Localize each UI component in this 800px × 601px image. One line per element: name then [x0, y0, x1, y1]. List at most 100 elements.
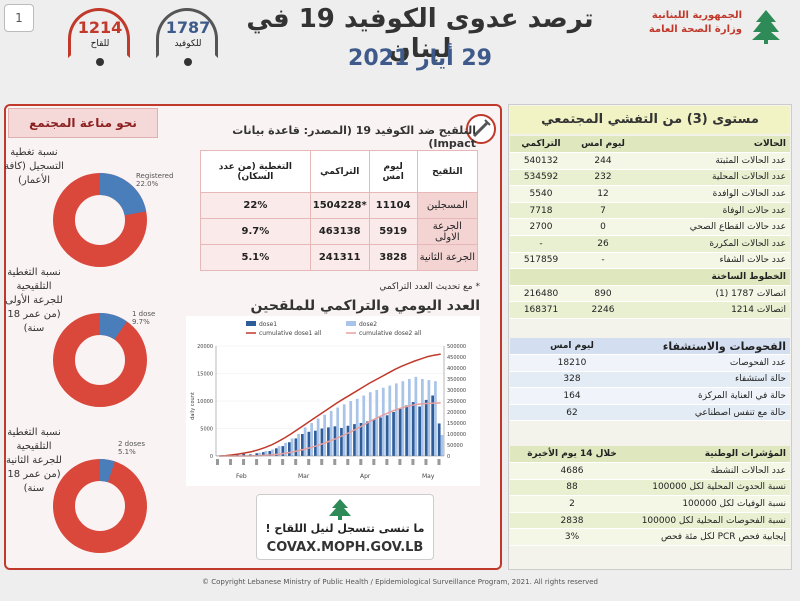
- y-tick-label: 10000: [197, 399, 213, 405]
- dose1-bar: [235, 454, 239, 456]
- logo-line-1: الجمهورية اللبنانية: [651, 10, 742, 21]
- donut-legend-pct: 5.1%: [118, 448, 136, 456]
- donut-legend: 2 doses 5.1%: [118, 440, 178, 456]
- covax-slogan: ما تنسى تتسجل لنيل اللقاح !: [265, 522, 425, 535]
- vaccination-title: التلقيح ضد الكوفيد 19 (المصدر: قاعدة بيا…: [232, 124, 476, 150]
- row-label: عدد حالات الشفاء: [634, 252, 790, 270]
- table-row: 540132 244 عدد الحالات المثبتة: [510, 152, 790, 170]
- legend-label: cumulative dose2 all: [359, 330, 422, 337]
- x-tick-mark: [437, 459, 441, 465]
- coverage-cell: 9.7%: [200, 218, 311, 245]
- legend-swatch: [346, 321, 356, 326]
- y2-tick-label: 0: [447, 454, 450, 460]
- y2-tick-label: 500000: [447, 344, 466, 350]
- row-label: المسجلين: [416, 192, 479, 219]
- cumulative-cell: 517859: [510, 252, 572, 270]
- y-axis-label: daily count: [190, 392, 196, 420]
- value-cell: 328: [510, 371, 634, 389]
- dose1-bar: [268, 451, 272, 456]
- dose1-bar: [366, 421, 369, 456]
- dose2-bar: [407, 379, 411, 456]
- dose2-bar: [310, 423, 313, 456]
- donut-legend: Registered 22.0%: [136, 172, 196, 188]
- dose1-bar: [379, 417, 382, 456]
- covax-link[interactable]: COVAX.MOPH.GOV.LB: [266, 540, 424, 555]
- yesterday-cell: 232: [572, 169, 634, 187]
- value-cell: 2838: [510, 512, 634, 530]
- x-tick-mark: [385, 459, 389, 465]
- column-header: الفحوصات والاستشفاء: [634, 338, 790, 356]
- column-header: خلال 14 يوم الأخيرة: [510, 446, 634, 464]
- x-tick-mark: [294, 459, 298, 465]
- dose1-bar: [398, 408, 402, 456]
- x-tick-mark: [333, 459, 337, 465]
- x-tick-mark: [411, 459, 415, 465]
- x-tick-mark: [242, 459, 246, 465]
- ministry-logo: الجمهورية اللبنانية وزارة الصحة العامة: [610, 6, 790, 46]
- report-date: 29 أيار 2021: [348, 46, 492, 71]
- row-label: عدد حالات القطاع الصحي: [634, 218, 790, 237]
- dose2-bar: [349, 401, 353, 456]
- y-tick-label: 0: [210, 454, 213, 460]
- coverage-cell: 22%: [200, 192, 311, 219]
- dose2-bar: [342, 404, 346, 456]
- x-tick-mark: [281, 459, 285, 465]
- row-label: عدد الحالات الوافدة: [634, 185, 790, 203]
- y2-tick-label: 250000: [447, 399, 466, 405]
- dose2-bar: [323, 414, 327, 456]
- x-month-label: May: [422, 473, 435, 480]
- dose1-bar: [405, 405, 408, 456]
- hotline-number: 1214: [77, 18, 123, 37]
- yesterday-cell: 2246: [572, 301, 634, 320]
- table-row: 2838 نسبة الفحوصات المحلية لكل 100000: [510, 512, 790, 530]
- y2-tick-label: 450000: [447, 355, 466, 361]
- donut-slice: [99, 313, 127, 340]
- row-label: عدد الفحوصات: [634, 354, 790, 372]
- cases-table: التراكمي ليوم امس الحالات 540132 244 عدد ا…: [510, 136, 790, 320]
- yesterday-cell: 890: [572, 285, 634, 303]
- section-header: الخطوط الساخنة: [634, 268, 790, 286]
- x-month-label: Apr: [360, 473, 371, 480]
- dose1-bar: [242, 453, 246, 456]
- x-tick-mark: [255, 459, 259, 465]
- registration-donut: [53, 173, 147, 267]
- vaccination-table: التلقيح ليوم امس التراكمي التغطية (من عد…: [200, 150, 479, 271]
- value-cell: 62: [510, 404, 634, 422]
- row-label: الجرعة الاولى: [416, 218, 479, 245]
- cumulative-cell: 241311: [309, 244, 370, 271]
- table-header-row: خلال 14 يوم الأخيرة المؤشرات الوطنية: [510, 446, 790, 464]
- row-label: حالة استشفاء: [634, 371, 790, 389]
- dose2-bar: [316, 418, 320, 456]
- dose2-bar: [271, 449, 274, 456]
- yesterday-cell: 244: [572, 152, 634, 170]
- dose2-bar: [355, 398, 359, 456]
- dose1-bar: [274, 448, 278, 456]
- yesterday-cell: 12: [572, 185, 634, 203]
- row-label: اتصالات 1214: [634, 301, 790, 320]
- dose1-bar: [392, 412, 395, 456]
- x-tick-mark: [216, 459, 219, 465]
- table-row: 18210 عدد الفحوصات: [510, 354, 790, 372]
- hotline-number: 1787: [165, 18, 211, 37]
- copyright-footer: © Copyright Lebanese Ministry of Public …: [201, 578, 598, 586]
- dose2-donut: [53, 458, 147, 553]
- outbreak-level-title: مستوى (3) من التفشي المجتمعي: [510, 106, 790, 134]
- table-row: 62 حالة مع تنفس اصطناعي: [510, 404, 790, 422]
- row-label: عدد الحالات المكررة: [634, 235, 790, 253]
- dose1-bar: [340, 427, 343, 456]
- column-header: ليوم امس: [572, 136, 634, 154]
- table-row: 534592 232 عدد الحالات المحلية: [510, 169, 790, 187]
- legend-label: cumulative dose1 all: [259, 330, 322, 337]
- table-row: 4686 عدد الحالات النشطة: [510, 462, 790, 480]
- y2-tick-label: 200000: [447, 410, 466, 416]
- dose1-bar: [359, 423, 363, 456]
- column-header: التراكمي: [510, 136, 572, 154]
- x-month-label: Mar: [298, 473, 310, 480]
- row-label: اتصالات 1787 (1): [634, 285, 790, 303]
- value-cell: 164: [510, 387, 634, 405]
- x-tick-mark: [424, 459, 428, 465]
- cumulative-cell: 2700: [510, 218, 572, 237]
- donut-legend-label: 1 dose: [132, 310, 156, 318]
- dose1-bar: [287, 442, 291, 456]
- donut-slice: [99, 173, 147, 217]
